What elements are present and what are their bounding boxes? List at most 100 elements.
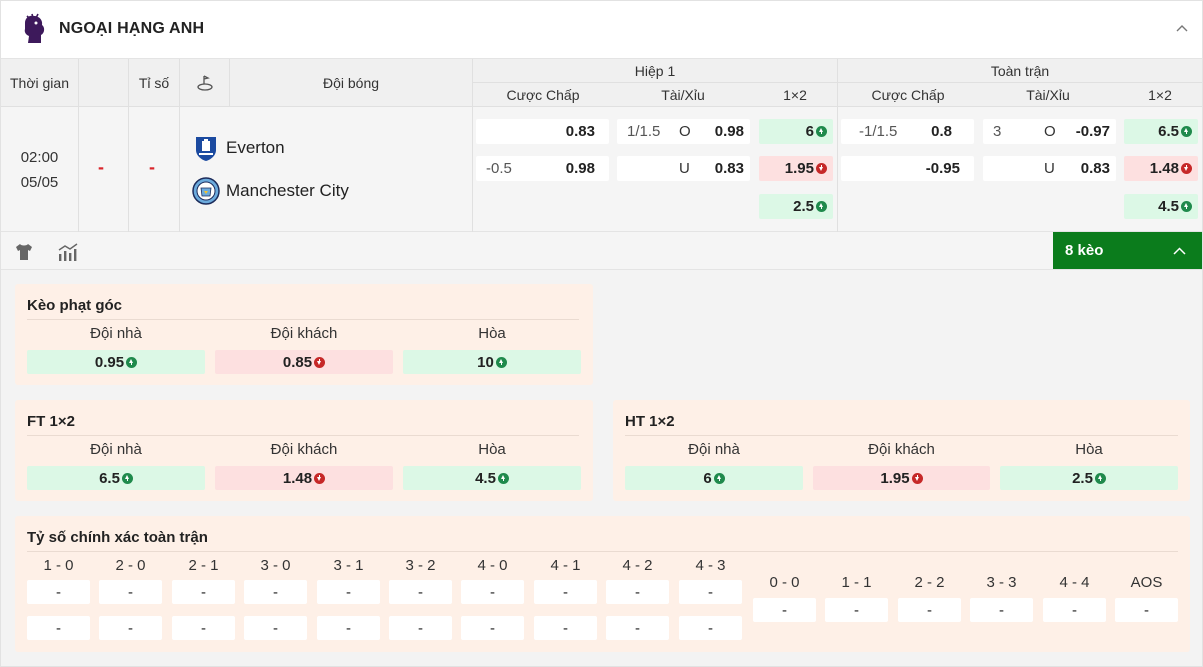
score-odd-away[interactable]: - [461,616,524,640]
h1-1x2-away[interactable]: 1.95 [759,156,833,181]
score-odd-home[interactable]: - [534,580,597,604]
h1-under[interactable]: U 0.83 [617,156,750,181]
col-h1-overunder: Tài/Xỉu [661,87,705,103]
ft-home-odd[interactable]: 6.5 [27,466,205,490]
score-home: - [98,157,104,177]
arrow-down-icon [314,356,326,368]
ft-1x2-away[interactable]: 1.48 [1124,156,1198,181]
arrow-up-icon [816,201,827,212]
arrow-down-icon [911,472,923,484]
h1-handicap-home[interactable]: 0.83 [476,119,609,144]
score-odd-home[interactable]: - [317,580,380,604]
stats-chart-icon[interactable] [57,241,79,263]
score-odd-home[interactable]: - [389,580,452,604]
score-odd-draw[interactable]: - [898,598,961,622]
arrow-up-icon [816,126,827,137]
score-odd-home[interactable]: - [172,580,235,604]
arrow-down-icon [314,472,326,484]
score-odd-home[interactable]: - [679,580,742,604]
ft-1x2-draw[interactable]: 4.5 [1124,194,1198,219]
score-odd-away[interactable]: - [534,616,597,640]
col-time: Thời gian [10,75,69,91]
arrow-up-icon [497,472,509,484]
score-odd-draw[interactable]: - [1043,598,1106,622]
ht-draw-odd[interactable]: 2.5 [1000,466,1178,490]
card-title: HT 1×2 [625,413,675,430]
match-tools [1,232,1202,270]
h1-1x2-home[interactable]: 6 [759,119,833,144]
score-label: 1 - 1 [841,574,872,591]
ft-handicap-home[interactable]: -1/1.5 0.8 [841,119,974,144]
score-odd-away[interactable]: - [606,616,669,640]
ft-draw-odd[interactable]: 4.5 [403,466,581,490]
h1-handicap-away[interactable]: -0.5 0.98 [476,156,609,181]
corner-away-odd[interactable]: 0.85 [215,350,393,374]
score-odd-home[interactable]: - [99,580,162,604]
score-odd-draw[interactable]: - [825,598,888,622]
score-label: 2 - 2 [914,574,945,591]
h1-over[interactable]: 1/1.5 O 0.98 [617,119,750,144]
score-odd-away[interactable]: - [172,616,235,640]
score-odd-draw[interactable]: - [1115,598,1178,622]
score-odd-away[interactable]: - [317,616,380,640]
arrow-down-icon [1181,163,1192,174]
home-team[interactable]: Everton [192,134,285,162]
arrow-up-icon [1094,472,1106,484]
arrow-down-icon [816,163,827,174]
ft-away-odd[interactable]: 1.48 [215,466,393,490]
kickoff-time: 02:00 [20,148,59,166]
match-row[interactable]: 02:00 05/05 - - Everton Manc [1,107,1202,232]
ft-1x2-card: FT 1×2 Đội nhà Đội khách Hòa 6.5 1.48 4.… [15,400,593,501]
stadium-icon [196,75,213,91]
ht-away-odd[interactable]: 1.95 [813,466,990,490]
score-away: - [149,157,155,177]
arrow-up-icon [1181,201,1192,212]
col-channel [180,59,229,107]
col-h1-handicap: Cược Chấp [506,87,580,103]
score-odd-draw[interactable]: - [753,598,816,622]
premier-league-logo [24,13,45,43]
col-ft-handicap: Cược Chấp [871,87,945,103]
card-title: Tỷ số chính xác toàn trận [27,529,208,546]
arrow-up-icon [713,472,725,484]
score-label: 3 - 0 [260,557,291,574]
ft-under[interactable]: U 0.83 [983,156,1116,181]
ft-handicap-away[interactable]: -0.95 [841,156,974,181]
score-label: 4 - 0 [477,557,508,574]
col-h1-1x2: 1×2 [783,87,807,103]
ft-over[interactable]: 3 O -0.97 [983,119,1116,144]
score-label: 2 - 0 [115,557,146,574]
jersey-icon[interactable] [13,241,35,263]
score-odd-away[interactable]: - [99,616,162,640]
card-title: Kèo phạt góc [27,297,123,314]
score-label: 3 - 3 [986,574,1017,591]
score-label: 0 - 0 [769,574,800,591]
arrow-up-icon [126,356,138,368]
score-odd-away[interactable]: - [679,616,742,640]
manchester-city-crest-icon [192,177,220,205]
col-teams: Đội bóng [322,75,380,91]
ht-home-odd[interactable]: 6 [625,466,803,490]
corner-draw-odd[interactable]: 10 [403,350,581,374]
score-odd-away[interactable]: - [27,616,90,640]
h1-1x2-draw[interactable]: 2.5 [759,194,833,219]
score-odd-away[interactable]: - [244,616,307,640]
match-time: 02:00 05/05 [1,107,78,232]
score-label: 4 - 3 [695,557,726,574]
league-name: NGOẠI HẠNG ANH [59,20,205,37]
ft-1x2-home[interactable]: 6.5 [1124,119,1198,144]
score-odd-draw[interactable]: - [970,598,1033,622]
score-odd-away[interactable]: - [389,616,452,640]
score-odd-home[interactable]: - [27,580,90,604]
score-odd-home[interactable]: - [606,580,669,604]
home-team-name: Everton [226,138,285,157]
score-label: 4 - 2 [622,557,653,574]
score-odd-home[interactable]: - [244,580,307,604]
table-header: Thời gian Tỉ số Đội bóng Hiệp 1 Toàn trậ… [1,58,1202,107]
chevron-up-icon[interactable] [1174,21,1190,37]
corner-home-odd[interactable]: 0.95 [27,350,205,374]
away-team[interactable]: Manchester City [192,177,349,205]
score-odd-home[interactable]: - [461,580,524,604]
more-odds-button[interactable]: 8 kèo [1053,232,1202,269]
